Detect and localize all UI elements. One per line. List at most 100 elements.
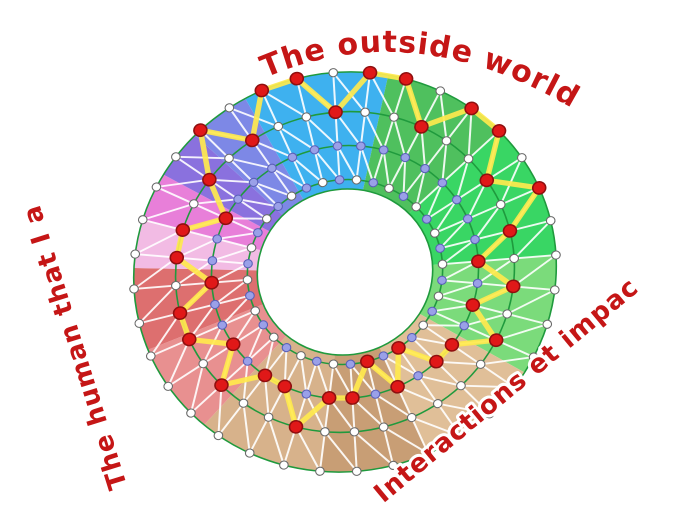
wheel-node[interactable] (320, 427, 330, 437)
selected-node[interactable] (502, 223, 518, 238)
wheel-node[interactable] (378, 351, 389, 361)
wheel-node[interactable] (273, 121, 284, 132)
wheel-node[interactable] (418, 320, 429, 330)
sector-0[interactable] (244, 57, 414, 213)
selected-node[interactable] (169, 250, 185, 265)
selected-node[interactable] (391, 340, 407, 355)
wheel-node[interactable] (242, 275, 253, 285)
wheel-node[interactable] (384, 183, 394, 193)
sector-11[interactable] (156, 119, 286, 253)
wheel-node[interactable] (459, 321, 470, 331)
selected-node[interactable] (488, 333, 504, 348)
wheel-node[interactable] (334, 175, 345, 185)
wheel-node[interactable] (545, 216, 556, 226)
wheel-node[interactable] (528, 352, 539, 362)
wheel-node[interactable] (472, 278, 483, 288)
wheel-node[interactable] (433, 291, 444, 301)
wheel-node[interactable] (296, 351, 306, 361)
wheel-node[interactable] (243, 259, 253, 269)
wheel-node[interactable] (263, 412, 274, 422)
wheel-node[interactable] (407, 332, 417, 343)
wheel-node[interactable] (171, 281, 181, 291)
wheel-node[interactable] (475, 359, 486, 369)
selected-node[interactable] (414, 119, 430, 134)
selected-node[interactable] (390, 379, 406, 394)
wheel-node[interactable] (495, 199, 506, 210)
wheel-node[interactable] (462, 214, 473, 224)
sector-9[interactable] (123, 194, 265, 299)
wheel-node[interactable] (549, 285, 560, 295)
wheel-node[interactable] (287, 152, 298, 162)
wheel-node[interactable] (134, 318, 145, 328)
wheel-node[interactable] (317, 178, 328, 188)
wheel-node[interactable] (238, 398, 249, 408)
wheel-node[interactable] (224, 153, 234, 163)
wheel-node[interactable] (279, 460, 289, 470)
sector-3[interactable] (409, 235, 582, 393)
wheel-node[interactable] (137, 215, 148, 225)
wheel-node[interactable] (210, 299, 220, 309)
wheel-node[interactable] (311, 356, 322, 366)
selected-node[interactable] (328, 105, 344, 120)
wheel-node[interactable] (244, 448, 255, 458)
selected-node[interactable] (244, 133, 260, 148)
selected-node[interactable] (214, 378, 230, 393)
wheel-node[interactable] (351, 175, 362, 185)
wheel-node[interactable] (351, 466, 362, 476)
wheel-node[interactable] (370, 389, 381, 399)
wheel-node[interactable] (246, 243, 257, 253)
wheel-node[interactable] (145, 351, 156, 361)
selected-node[interactable] (257, 368, 273, 383)
wheel-node[interactable] (224, 103, 235, 113)
wheel-node[interactable] (470, 235, 480, 245)
wheel-node[interactable] (328, 359, 339, 369)
selected-node[interactable] (531, 180, 547, 195)
selected-node[interactable] (288, 419, 304, 434)
wheel-node[interactable] (207, 256, 218, 266)
wheel-node[interactable] (163, 381, 174, 391)
wheel-node[interactable] (328, 68, 339, 78)
wheel-node[interactable] (427, 306, 438, 316)
wheel-node[interactable] (188, 199, 199, 209)
selected-node[interactable] (277, 379, 293, 394)
selected-node[interactable] (398, 71, 414, 86)
wheel-node[interactable] (268, 332, 279, 342)
wheel-node[interactable] (186, 408, 196, 418)
selected-node[interactable] (464, 101, 480, 116)
wheel-node[interactable] (456, 381, 466, 391)
wheel-node[interactable] (301, 112, 312, 122)
wheel-node[interactable] (345, 359, 356, 369)
sector-5[interactable] (293, 339, 429, 483)
selected-node[interactable] (204, 275, 220, 290)
wheel-node[interactable] (261, 214, 272, 224)
wheel-node[interactable] (388, 460, 399, 470)
selected-node[interactable] (321, 390, 337, 405)
wheel-node[interactable] (129, 284, 139, 294)
wheel-node[interactable] (281, 343, 292, 353)
wheel-node[interactable] (435, 86, 446, 96)
wheel-node[interactable] (509, 382, 519, 392)
wheel-node[interactable] (437, 259, 448, 269)
wheel-node[interactable] (212, 234, 222, 244)
wheel-node[interactable] (242, 356, 253, 366)
wheel-node[interactable] (315, 466, 325, 476)
sector-12[interactable] (189, 91, 306, 231)
wheel-node[interactable] (309, 145, 320, 155)
wheel-node[interactable] (437, 275, 447, 285)
wheel-node[interactable] (130, 249, 141, 259)
selected-node[interactable] (202, 172, 218, 187)
wheel-node[interactable] (435, 243, 445, 253)
sector-10[interactable] (133, 153, 273, 276)
wheel-node[interactable] (332, 141, 343, 151)
wheel-node[interactable] (349, 427, 360, 437)
selected-node[interactable] (289, 71, 305, 86)
wheel-node[interactable] (360, 107, 370, 117)
wheel-node[interactable] (455, 431, 466, 441)
wheel-node[interactable] (151, 182, 162, 192)
selected-node[interactable] (181, 332, 197, 347)
wheel-node[interactable] (451, 195, 462, 205)
selected-node[interactable] (471, 254, 487, 269)
selected-node[interactable] (254, 83, 270, 98)
wheel-node[interactable] (273, 201, 283, 212)
wheel-node[interactable] (432, 399, 443, 409)
